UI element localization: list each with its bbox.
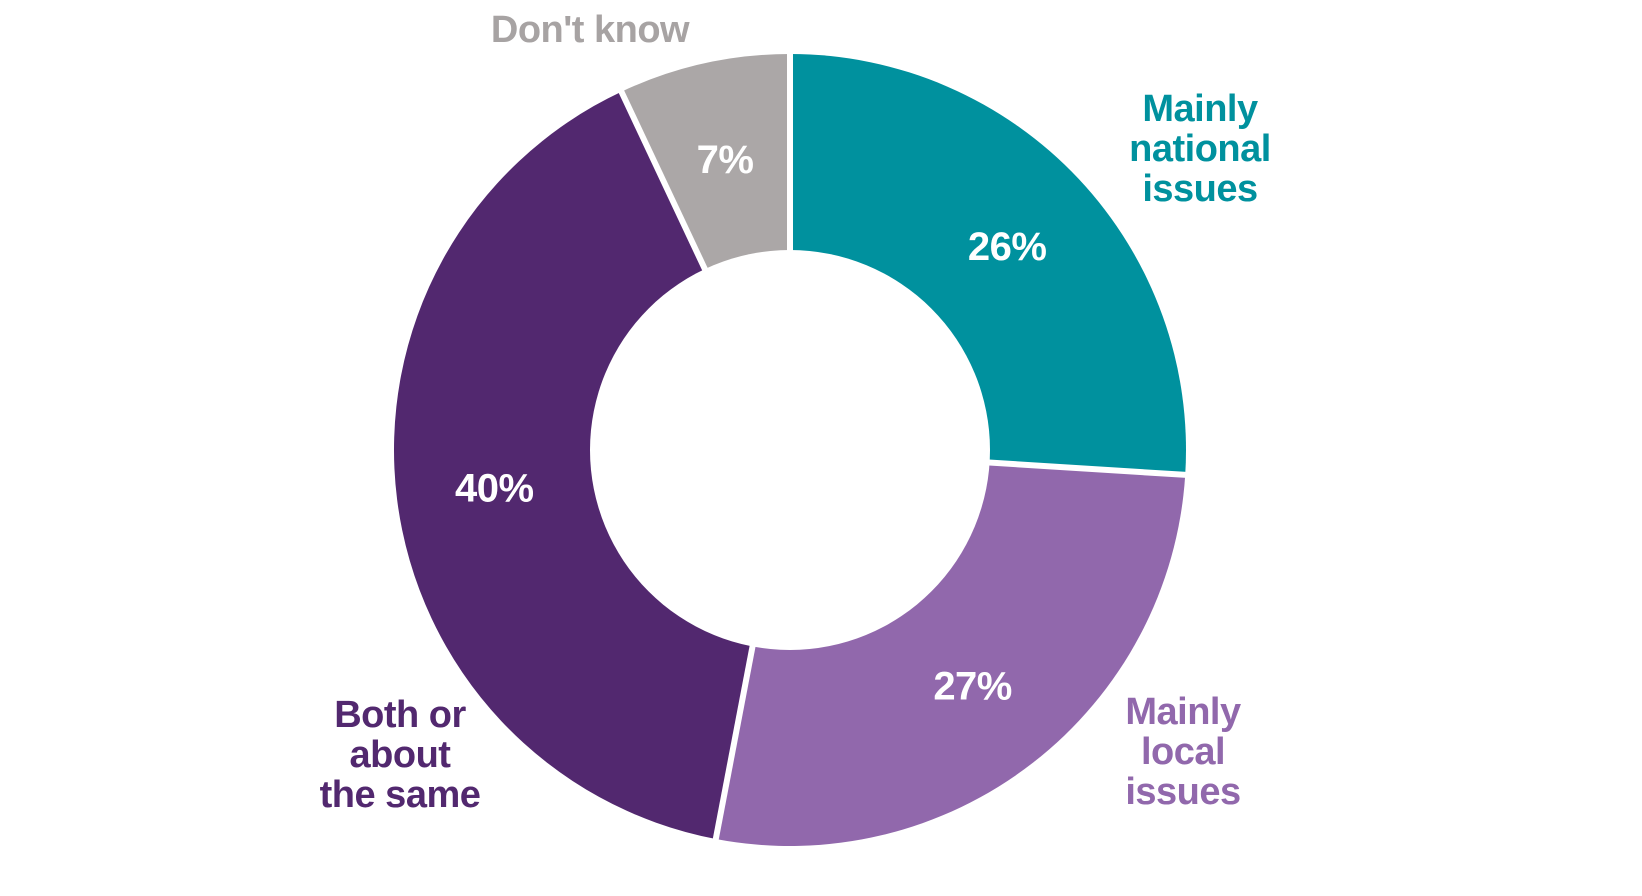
- value-label-don-t-know: 7%: [697, 138, 754, 182]
- label-mainly-national-issues: Mainly national issues: [1129, 88, 1271, 210]
- value-label-mainly-local-issues: 27%: [933, 665, 1012, 709]
- label-dont-know: Don't know: [490, 9, 690, 51]
- value-label-both-or-about-the-same: 40%: [455, 466, 534, 510]
- label-both-or-about-the-same: Both or about the same: [319, 694, 481, 816]
- donut-hole: [590, 250, 990, 650]
- value-label-mainly-national-issues: 26%: [968, 225, 1047, 269]
- label-mainly-local-issues: Mainly local issues: [1125, 691, 1241, 813]
